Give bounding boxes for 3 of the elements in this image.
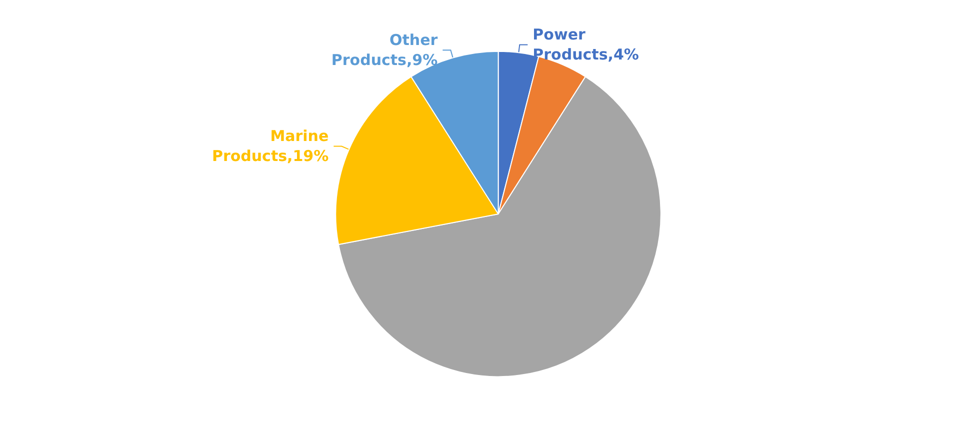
slice-label: Other Products,9% bbox=[331, 31, 438, 70]
slice-label: Marine Products,19% bbox=[212, 127, 329, 166]
slice-label: Power Products,4% bbox=[532, 26, 639, 64]
